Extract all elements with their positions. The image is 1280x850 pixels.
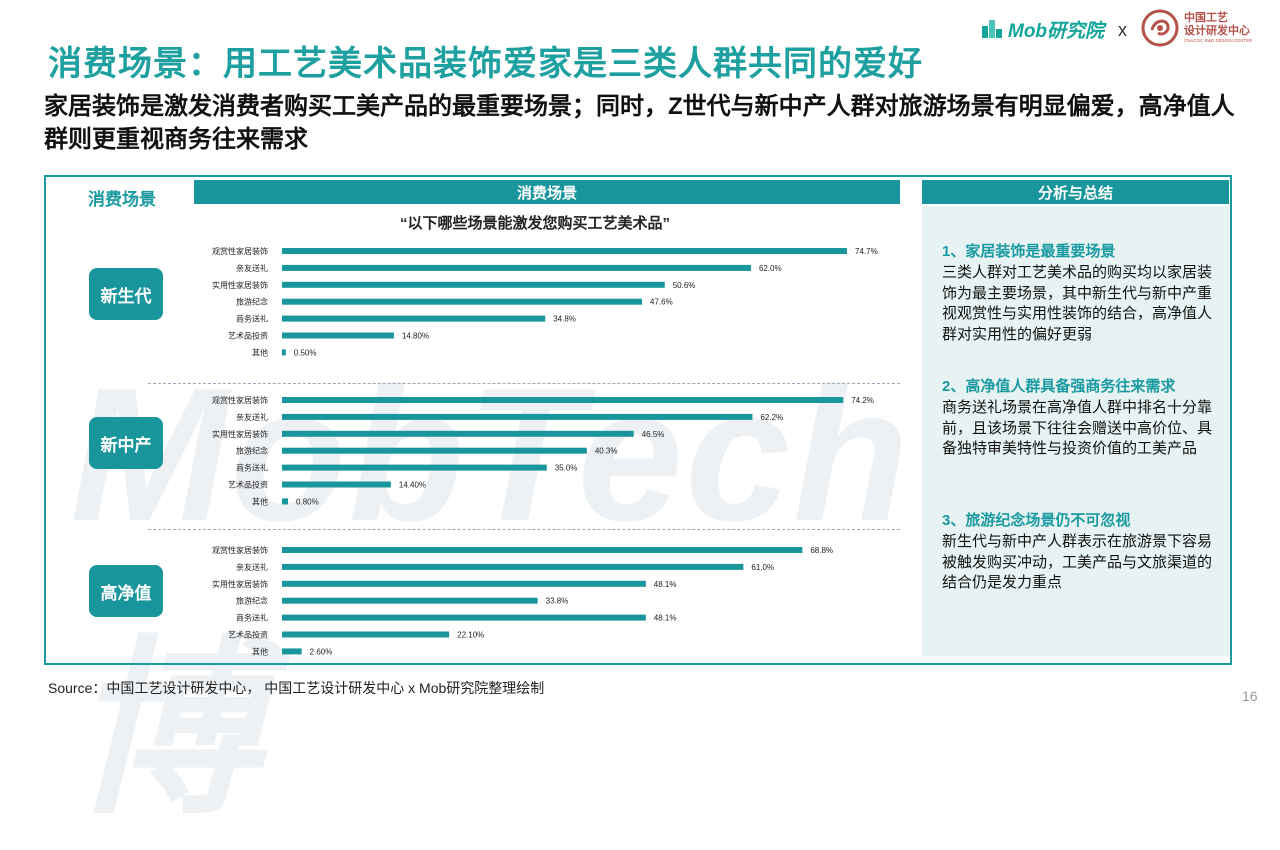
category-label: 旅游纪念 xyxy=(236,297,268,307)
data-label: 40.3% xyxy=(595,447,618,456)
bar xyxy=(282,648,302,655)
category-label: 实用性家居装饰 xyxy=(212,429,268,439)
chart-title: “以下哪些场景能激发您购买工艺美术品” xyxy=(400,215,671,232)
bar-chart: 观赏性家居装饰 74.7% 亲友送礼 62.0% 实用性家居装饰 50.6% 旅游纪念 47.… xyxy=(212,246,878,656)
page-number: 16 xyxy=(1242,688,1258,704)
data-label: 33.8% xyxy=(546,597,569,606)
data-label: 47.6% xyxy=(650,298,673,307)
data-label: 62.0% xyxy=(759,264,782,273)
category-label: 亲友送礼 xyxy=(236,562,268,572)
data-label: 34.8% xyxy=(553,315,576,324)
bar xyxy=(282,563,744,570)
data-label: 14.40% xyxy=(399,481,426,490)
bar xyxy=(282,498,289,505)
category-label: 其他 xyxy=(252,646,268,656)
cnacgc-english-name: CNACGC R&D DESIGN CENTER xyxy=(1184,38,1253,43)
category-label: 艺术品投资 xyxy=(228,630,268,640)
data-label: 48.1% xyxy=(654,614,677,623)
category-label: 实用性家居装饰 xyxy=(212,280,268,290)
category-label: 观赏性家居装饰 xyxy=(212,545,268,555)
category-label: 旅游纪念 xyxy=(236,596,268,606)
group-label-high-net-worth: 高净值 xyxy=(89,565,163,617)
bar xyxy=(282,248,847,254)
bar xyxy=(282,430,634,437)
data-label: 0.80% xyxy=(296,497,319,506)
category-label: 商务送礼 xyxy=(236,463,268,473)
bar xyxy=(282,315,546,322)
bar xyxy=(282,349,286,356)
category-label: 其他 xyxy=(252,496,268,506)
analysis-point: 1、家居装饰是最重要场景 三类人群对工艺美术品的购买均以家居装饰为最主要场景，其… xyxy=(942,242,1222,345)
data-label: 2.60% xyxy=(310,647,333,656)
bar xyxy=(282,481,391,488)
analysis-point: 3、旅游纪念场景仍不可忽视 新生代与新中产人群表示在旅游景下容易被触发购买冲动，… xyxy=(942,511,1222,594)
bar xyxy=(282,614,646,621)
data-label: 61.0% xyxy=(751,563,774,572)
group-label-gen-z: 新生代 xyxy=(89,268,163,320)
bar xyxy=(282,597,538,604)
category-label: 亲友送礼 xyxy=(236,263,268,273)
analysis-body: 三类人群对工艺美术品的购买均以家居装饰为最主要场景，其中新生代与新中产重视观赏性… xyxy=(942,264,1213,343)
category-label: 其他 xyxy=(252,347,268,357)
bar xyxy=(282,580,646,587)
data-label: 62.2% xyxy=(760,413,783,422)
category-label: 艺术品投资 xyxy=(228,331,268,341)
bar xyxy=(282,281,665,288)
bar xyxy=(282,631,450,638)
group-divider xyxy=(148,529,900,530)
analysis-point: 2、高净值人群具备强商务往来需求 商务送礼场景在高净值人群中排名十分靠前，且该场… xyxy=(942,377,1222,460)
data-label: 68.8% xyxy=(810,546,833,555)
analysis-heading: 2、高净值人群具备强商务往来需求 xyxy=(942,378,1176,395)
analysis-header: 分析与总结 xyxy=(922,180,1229,204)
logo-separator: x xyxy=(1118,20,1127,40)
bar xyxy=(282,447,587,454)
data-label: 50.6% xyxy=(673,281,696,290)
data-label: 46.5% xyxy=(642,430,665,439)
chart-header: 消费场景 xyxy=(194,180,900,204)
data-label: 74.2% xyxy=(851,396,874,405)
category-label: 亲友送礼 xyxy=(236,412,268,422)
category-label: 商务送礼 xyxy=(236,314,268,324)
category-label: 实用性家居装饰 xyxy=(212,579,268,589)
bar xyxy=(282,332,394,339)
bar xyxy=(282,413,753,420)
bar xyxy=(282,264,751,271)
analysis-body: 新生代与新中产人群表示在旅游景下容易被触发购买冲动，工美产品与文旅渠道的结合仍是… xyxy=(942,533,1213,591)
analysis-panel xyxy=(922,206,1229,656)
data-label: 35.0% xyxy=(555,464,578,473)
bar xyxy=(282,298,643,305)
category-label: 观赏性家居装饰 xyxy=(212,395,268,405)
data-label: 48.1% xyxy=(654,580,677,589)
source-note: Source：中国工艺设计研发中心， 中国工艺设计研发中心 x Mob研究院整理… xyxy=(48,680,545,696)
mob-logo: Mob研究院 xyxy=(982,14,1104,44)
analysis-heading: 1、家居装饰是最重要场景 xyxy=(942,243,1116,260)
content-frame xyxy=(44,175,1232,665)
bar xyxy=(282,397,844,403)
analysis-body: 商务送礼场景在高净值人群中排名十分靠前，且该场景下往往会赠送中高价位、具备独特审… xyxy=(942,399,1213,457)
side-label: 消费场景 xyxy=(88,190,156,209)
cnacgc-name: 中国工艺 设计研发中心 xyxy=(1184,12,1250,37)
cnacgc-seal-icon xyxy=(1141,9,1179,47)
data-label: 22.10% xyxy=(457,631,484,640)
group-divider xyxy=(148,383,900,384)
group-label-new-middle: 新中产 xyxy=(89,417,163,469)
data-label: 14.80% xyxy=(402,332,429,341)
category-label: 旅游纪念 xyxy=(236,446,268,456)
data-label: 0.50% xyxy=(294,348,317,357)
category-label: 商务送礼 xyxy=(236,613,268,623)
page-title: 消费场景：用工艺美术品装饰爱家是三类人群共同的爱好 xyxy=(48,45,923,83)
analysis-heading: 3、旅游纪念场景仍不可忽视 xyxy=(942,512,1131,529)
mob-logo-text: Mob研究院 xyxy=(1008,20,1105,42)
category-label: 观赏性家居装饰 xyxy=(212,246,268,256)
category-label: 艺术品投资 xyxy=(228,480,268,490)
page-subtitle: 家居装饰是激发消费者购买工美产品的最重要场景；同时，Z世代与新中产人群对旅游场景… xyxy=(44,93,1235,153)
mob-logo-icon xyxy=(982,20,1002,38)
cnacgc-logo: 中国工艺 设计研发中心 CNACGC R&D DESIGN CENTER xyxy=(1140,8,1253,48)
data-label: 74.7% xyxy=(855,247,878,256)
bar xyxy=(282,464,547,471)
bar xyxy=(282,547,803,553)
